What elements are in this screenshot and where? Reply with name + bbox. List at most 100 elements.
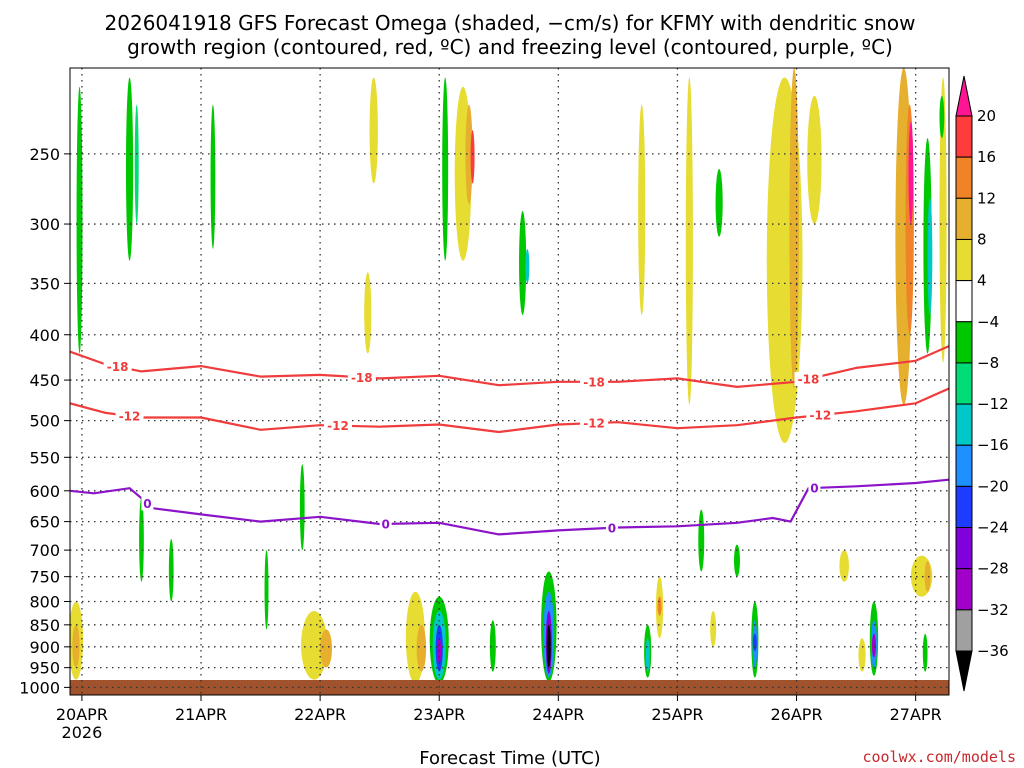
colorbar-label-4: 4 (977, 272, 987, 290)
omega-cell-16 (789, 68, 799, 389)
colorbar-segment-3 (955, 238, 973, 282)
contour-label-bg-0-0 (141, 496, 154, 511)
colorbar-label-8: −16 (977, 436, 1009, 454)
x-tick-sublabel-20APR: 2026 (62, 723, 103, 742)
colorbar-label-5: −4 (977, 313, 999, 331)
contour-label-bg--18-2 (580, 374, 609, 389)
contour-label-bg--18-3 (794, 372, 823, 387)
colorbar-label-13: −36 (977, 642, 1009, 660)
colorbar-segment-10 (955, 527, 973, 570)
omega-cell-23 (939, 77, 947, 363)
colorbar-label-10: −24 (977, 519, 1009, 537)
colorbar-label-7: −12 (977, 395, 1009, 413)
contour-label--18-2: -18 (583, 375, 605, 389)
omega-cell-55 (871, 633, 876, 658)
omega-cell-13 (685, 77, 693, 405)
contour-label-bg--12-3 (806, 408, 835, 423)
omega-cell-57 (922, 633, 928, 672)
colorbar-segment-5 (955, 321, 973, 364)
y-tick-label-900: 900 (29, 638, 60, 657)
colorbar-label-11: −28 (977, 560, 1009, 578)
omega-cell-52 (752, 633, 757, 652)
contour-label-bg--12-2 (580, 416, 609, 431)
contour-label--18-3: -18 (798, 373, 820, 387)
y-tick-label-500: 500 (29, 412, 60, 431)
chart-title-line1: 2026041918 GFS Forecast Omega (shaded, −… (105, 11, 916, 35)
omega-cell-11 (525, 248, 530, 284)
temperature-contours-layer: -18 -18 -18 -18 -12 -12 -12 -12 0 0 0 0 (70, 345, 949, 536)
omega-cell-17 (807, 95, 822, 225)
omega-cell-12 (638, 104, 646, 316)
y-tick-label-650: 650 (29, 513, 60, 532)
colorbar-segment-2 (955, 197, 973, 240)
colorbar-segment-1 (955, 156, 973, 199)
omega-cell-32 (72, 624, 80, 668)
y-axis-pressure-ticks: 250 300 350 400 450 500 550 600 650 700 750 800 850 9… (19, 145, 70, 697)
omega-cell-2 (134, 104, 139, 225)
omega-cell-45 (489, 620, 496, 672)
x-tick-label-25APR: 25APR (651, 705, 703, 724)
colorbar-bottom-arrow (955, 650, 973, 692)
contour-label-0-0: 0 (143, 497, 151, 511)
contour-label--12-0: -12 (119, 409, 141, 423)
colorbar-label-3: 8 (977, 230, 987, 248)
omega-shading-layer (70, 68, 947, 684)
y-tick-label-600: 600 (29, 482, 60, 501)
y-tick-label-450: 450 (29, 371, 60, 390)
omega-cell-22 (927, 197, 933, 316)
contour-label-0-2: 0 (608, 521, 616, 535)
contour-label--18-0: -18 (107, 360, 129, 374)
y-tick-label-250: 250 (29, 145, 60, 164)
colorbar-label-12: −32 (977, 601, 1009, 619)
plot-frame (69, 67, 950, 696)
omega-cell-10 (519, 210, 527, 316)
omega-cell-20 (908, 121, 914, 225)
y-tick-label-1000: 1000 (19, 678, 60, 697)
y-tick-label-850: 850 (29, 616, 60, 635)
omega-cell-4 (369, 77, 378, 184)
colorbar-segment-4 (955, 280, 973, 323)
contour-label-bg--12-0 (115, 408, 144, 423)
colorbar-segment-6 (955, 362, 973, 405)
credit-text: coolwx.com/models (862, 748, 1016, 766)
colorbar-segment-7 (955, 403, 973, 446)
omega-cell-26 (168, 538, 174, 602)
omega-cell-7 (465, 104, 473, 205)
omega-cell-30 (734, 544, 740, 577)
contour-label-bg--18-1 (347, 370, 376, 385)
y-tick-label-300: 300 (29, 215, 60, 234)
omega-cell-9 (442, 77, 449, 261)
contour-label--12-2: -12 (583, 417, 605, 431)
colorbar-label-6: −8 (977, 354, 999, 372)
x-tick-label-22APR: 22APR (294, 705, 346, 724)
omega-cell-44 (546, 624, 551, 668)
y-tick-label-800: 800 (29, 593, 60, 612)
omega-cell-56 (858, 638, 866, 672)
x-tick-label-27APR: 27APR (890, 705, 942, 724)
omega-cell-1 (125, 77, 134, 261)
omega-cell-49 (657, 596, 662, 616)
contour-line-0 (70, 478, 949, 536)
colorbar-label-0: 20 (977, 107, 996, 125)
omega-cell-27 (264, 550, 269, 630)
x-tick-label-21APR: 21APR (175, 705, 227, 724)
y-tick-label-950: 950 (29, 659, 60, 678)
contour-label-bg-0-3 (808, 480, 821, 495)
x-axis-label: Forecast Time (UTC) (419, 748, 600, 768)
omega-cell-60 (839, 550, 849, 582)
colorbar-label-9: −20 (977, 477, 1009, 495)
y-tick-label-550: 550 (29, 448, 60, 467)
omega-cell-28 (299, 464, 305, 551)
colorbar-label-1: 16 (977, 148, 996, 166)
contour-label-0-1: 0 (381, 517, 389, 531)
y-tick-label-700: 700 (29, 541, 60, 560)
x-tick-label-20APR: 20APR (56, 705, 108, 724)
colorbar-segment-12 (955, 609, 973, 652)
omega-cell-25 (139, 497, 144, 582)
omega-cell-0 (76, 86, 83, 354)
colorbar-segment-9 (955, 485, 973, 529)
x-tick-label-26APR: 26APR (771, 705, 823, 724)
contour-label--18-1: -18 (351, 371, 373, 385)
contour-label--12-1: -12 (327, 419, 349, 433)
